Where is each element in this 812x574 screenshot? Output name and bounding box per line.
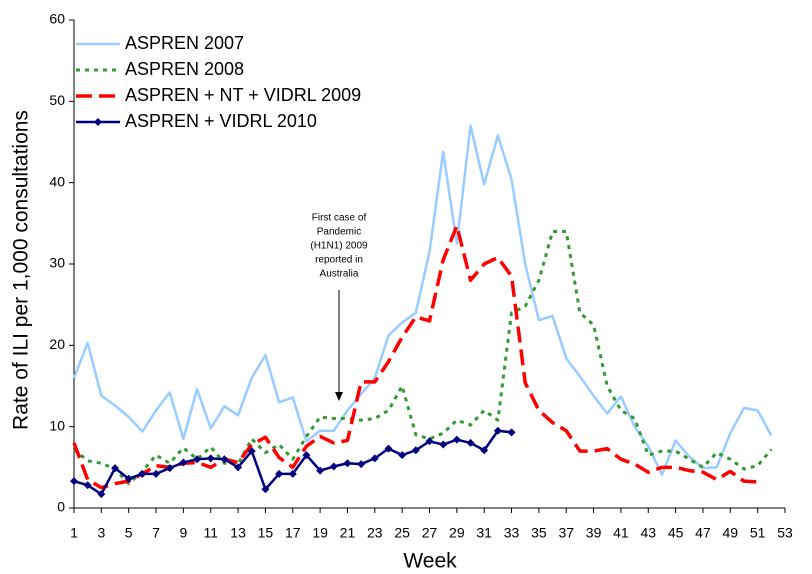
data-point	[83, 481, 92, 490]
data-point	[357, 460, 366, 469]
data-point	[507, 428, 516, 437]
x-tick-label: 21	[340, 525, 356, 541]
y-tick-label: 40	[49, 173, 65, 189]
y-tick-label: 50	[49, 92, 65, 108]
data-point	[193, 455, 202, 464]
data-point	[138, 469, 147, 478]
x-tick-label: 39	[586, 525, 602, 541]
data-point	[165, 464, 174, 473]
data-point	[493, 426, 502, 435]
legend-label: ASPREN 2008	[125, 59, 244, 79]
annotation-line: First case of	[312, 213, 367, 224]
x-tick-label: 37	[558, 525, 574, 541]
series-line	[73, 429, 512, 496]
data-point	[452, 435, 461, 444]
data-point	[124, 474, 133, 483]
legend-marker	[94, 118, 102, 126]
x-tick-label: 33	[504, 525, 520, 541]
data-point	[329, 462, 338, 471]
x-tick-label: 15	[258, 525, 274, 541]
legend-label: ASPREN + VIDRL 2010	[125, 111, 317, 131]
x-tick-label: 23	[367, 525, 383, 541]
x-tick-label: 17	[285, 525, 301, 541]
x-tick-label: 9	[179, 525, 187, 541]
x-tick-label: 35	[531, 525, 547, 541]
x-tick-label: 29	[449, 525, 465, 541]
legend-label: ASPREN 2007	[125, 33, 244, 53]
x-tick-label: 49	[723, 525, 739, 541]
data-point	[316, 466, 325, 475]
data-point	[206, 454, 215, 463]
data-point	[370, 454, 379, 463]
data-point	[97, 490, 106, 499]
data-point	[480, 446, 489, 455]
data-point	[261, 485, 270, 494]
x-tick-label: 27	[422, 525, 438, 541]
x-tick-label: 13	[230, 525, 246, 541]
data-point	[398, 451, 407, 460]
x-tick-label: 25	[394, 525, 410, 541]
x-tick-label: 7	[152, 525, 160, 541]
y-tick-label: 60	[49, 11, 65, 27]
data-point	[411, 446, 420, 455]
y-tick-label: 10	[49, 417, 65, 433]
data-point	[288, 469, 297, 478]
data-point	[466, 438, 475, 447]
x-tick-label: 51	[750, 525, 766, 541]
data-point	[247, 447, 256, 456]
annotation-line: Australia	[320, 269, 359, 280]
data-point	[179, 458, 188, 467]
x-tick-label: 19	[312, 525, 328, 541]
data-point	[425, 437, 434, 446]
data-point	[152, 469, 161, 478]
series-line	[72, 224, 758, 490]
x-tick-label: 11	[203, 525, 218, 541]
data-point	[111, 464, 120, 473]
x-tick-label: 5	[125, 525, 133, 541]
annotation: First case of Pandemic (H1N1) 2009 repor…	[310, 213, 368, 401]
x-tick-label: 1	[70, 525, 78, 541]
x-tick-label: 45	[668, 525, 684, 541]
x-tick-label: 3	[97, 525, 105, 541]
x-axis-title: Week	[403, 550, 457, 573]
y-tick-label: 30	[49, 255, 65, 271]
data-point	[234, 463, 243, 472]
data-point	[275, 469, 284, 478]
annotation-line: (H1N1) 2009	[310, 241, 368, 252]
data-point	[70, 477, 78, 486]
annotation-arrowhead	[335, 392, 343, 401]
x-tick-label: 31	[476, 525, 492, 541]
data-point	[343, 459, 352, 468]
x-tick-label: 43	[640, 525, 656, 541]
series-line	[72, 124, 773, 476]
y-tick-label: 0	[57, 499, 65, 515]
y-axis-title: Rate of ILI per 1,000 consultations	[10, 110, 33, 430]
annotation-line: reported in	[315, 255, 363, 266]
series-line	[73, 229, 773, 486]
x-tick-label: 41	[613, 525, 629, 541]
data-point	[439, 440, 448, 449]
x-tick-label: 53	[777, 525, 793, 541]
annotation-line: Pandemic	[317, 227, 361, 238]
data-point	[302, 451, 311, 460]
y-tick-label: 20	[49, 336, 65, 352]
legend-label: ASPREN + NT + VIDRL 2009	[125, 85, 361, 105]
data-point	[220, 455, 229, 464]
x-tick-label: 47	[695, 525, 711, 541]
data-point	[384, 444, 393, 453]
